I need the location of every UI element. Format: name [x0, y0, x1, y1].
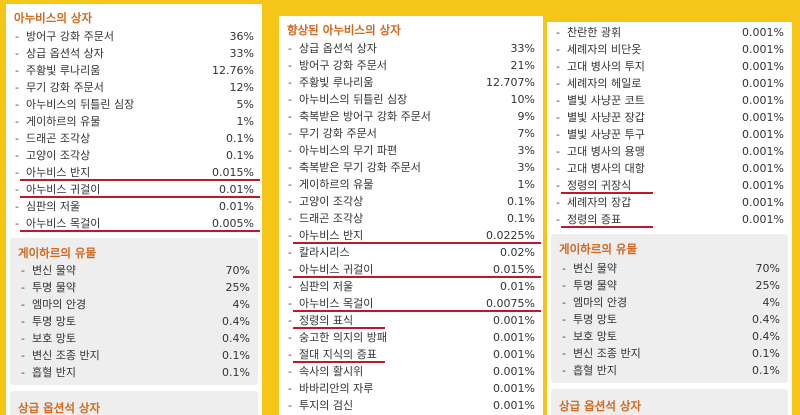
list-item: 흡혈 반지0.1%	[10, 364, 258, 381]
panel-title: 아누비스의 상자	[14, 11, 93, 25]
list-item-highlighted: 정령의 표식0.001%	[279, 312, 543, 329]
list-item: 아누비스의 무기 파편3%	[279, 142, 543, 159]
list-item-highlighted: 아누비스 반지0.0225%	[279, 227, 543, 244]
list-item: 변신 조종 반지0.1%	[551, 345, 788, 362]
list-item: 흡혈 반지0.1%	[551, 362, 788, 379]
list-item: 아누비스의 뒤틀린 심장5%	[6, 96, 262, 113]
list-item: 별빛 사냥꾼 코트0.001%	[547, 92, 792, 109]
sub-box-title: 게이하르의 유물	[18, 246, 97, 260]
list-item: 게이하르의 유물1%	[279, 176, 543, 193]
list-item: 고대 병사의 투지0.001%	[547, 58, 792, 75]
list-item: 투지의 검신0.001%	[279, 397, 543, 414]
list-item: 고대 병사의 대항0.001%	[547, 160, 792, 177]
list-item: 엠마의 안경4%	[551, 294, 788, 311]
list-item: 변신 조종 반지0.1%	[10, 347, 258, 364]
list-item: 심판의 저울0.01%	[6, 198, 262, 215]
list-item: 고대 병사의 용맹0.001%	[547, 143, 792, 160]
option-box-section: 상급 옵션석 상자	[551, 389, 788, 415]
section-title: 상급 옵션석 상자	[559, 399, 642, 413]
option-box-section: 상급 옵션석 상자	[10, 391, 258, 415]
sub-box-title: 게이하르의 유물	[559, 242, 638, 256]
list-item: 보호 망토0.4%	[10, 330, 258, 347]
list-item: 별빛 사냥꾼 투구0.001%	[547, 126, 792, 143]
section-title: 상급 옵션석 상자	[18, 401, 101, 415]
list-item: 투명 망토0.4%	[551, 311, 788, 328]
panel-title: 향상된 아누비스의 상자	[287, 23, 401, 37]
list-item: 바바리안의 자루0.001%	[279, 380, 543, 397]
list-item: 엠마의 안경4%	[10, 296, 258, 313]
list-item: 찬란한 광휘0.001%	[547, 24, 792, 41]
list-item: 심판의 저울0.01%	[279, 278, 543, 295]
list-item-highlighted: 정령의 증표0.001%	[547, 211, 792, 228]
list-item: 투명 망토0.4%	[10, 313, 258, 330]
list-item-highlighted: 아누비스 반지0.015%	[6, 164, 262, 181]
list-item: 숭고한 의지의 방패0.001%	[279, 329, 543, 346]
list-item: 게이하르의 유물1%	[6, 113, 262, 130]
list-item: 별빛 사냥꾼 장갑0.001%	[547, 109, 792, 126]
list-item: 세례자의 장갑0.001%	[547, 194, 792, 211]
list-item-highlighted: 절대 지식의 증표0.001%	[279, 346, 543, 363]
list-item: 보호 망토0.4%	[551, 328, 788, 345]
